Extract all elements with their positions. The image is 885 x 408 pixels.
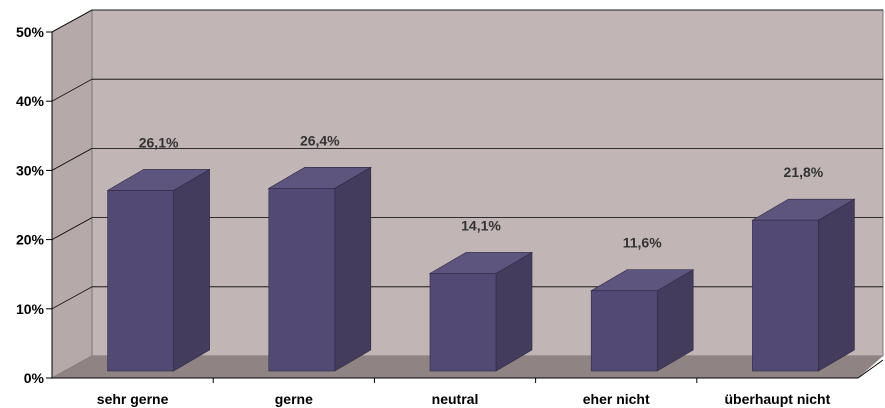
data-label: 21,8% [784, 164, 824, 180]
y-tick-label: 0% [24, 370, 45, 386]
x-category-label: neutral [432, 391, 479, 407]
gridline-side [51, 286, 93, 310]
gridlines [51, 9, 883, 310]
gridline-side [51, 148, 93, 171]
axes: 0% 10% 20% 30% 40% 50% [16, 24, 884, 386]
x-axis-depth-line [857, 359, 884, 379]
bars [106, 166, 856, 372]
bar-side [818, 198, 855, 372]
x-category-label: sehr gerne [97, 391, 169, 407]
y-tick-label: 50% [16, 24, 45, 40]
gridline-side [51, 9, 93, 33]
side-wall [51, 9, 93, 379]
bar [107, 190, 174, 372]
x-category-label: eher nicht [583, 391, 650, 407]
data-label: 26,4% [300, 132, 340, 148]
bar-side [173, 168, 210, 372]
bar-side [334, 166, 372, 372]
bar [429, 273, 497, 372]
data-label: 14,1% [461, 217, 501, 233]
labels: 26,1% sehr gerne 26,4% gerne 14,1% neutral 11,… [97, 132, 831, 407]
gridline-side [51, 78, 93, 102]
gridline-side [51, 217, 93, 240]
y-tick-label: 10% [16, 301, 45, 317]
y-tick-label: 20% [16, 232, 45, 248]
x-category-label: überhaupt nicht [725, 391, 831, 407]
bar [268, 188, 336, 372]
data-label: 11,6% [623, 235, 662, 251]
bar [752, 219, 819, 372]
y-tick-label: 40% [16, 93, 45, 109]
y-tick-label: 30% [16, 162, 45, 178]
bar [590, 290, 658, 372]
data-label: 26,1% [139, 134, 179, 150]
x-category-label: gerne [275, 391, 313, 407]
